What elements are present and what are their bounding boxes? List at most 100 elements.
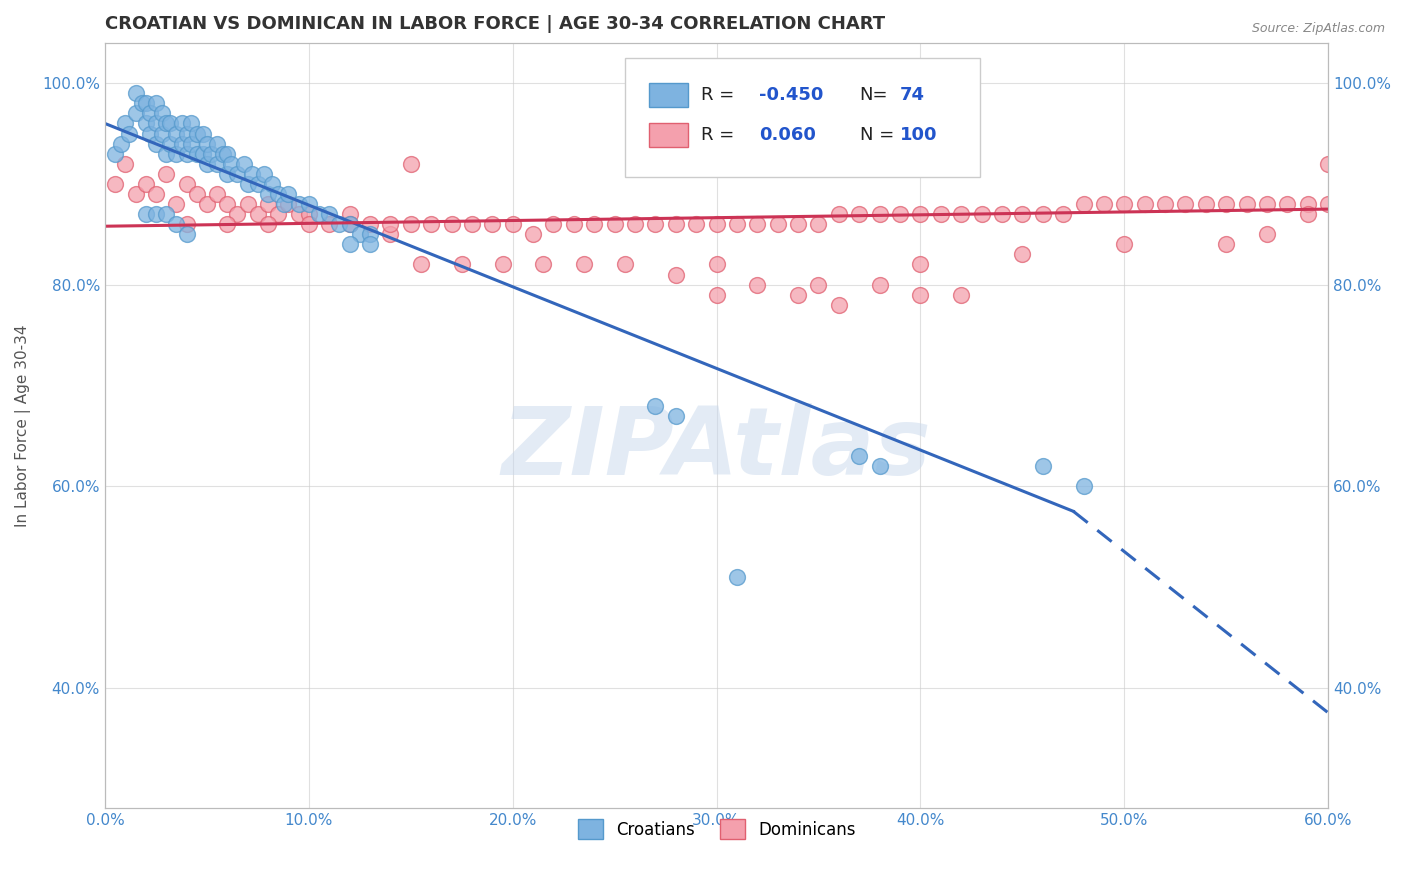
Legend: Croatians, Dominicans: Croatians, Dominicans [571,813,862,846]
Point [298,207,321,221]
Point [159,116,181,130]
Text: 74: 74 [900,86,925,104]
Point [706,287,728,301]
Point [380,227,402,242]
Point [665,409,688,423]
Point [155,167,177,181]
Point [869,207,891,221]
Point [1032,207,1054,221]
Point [139,106,162,120]
Point [1114,237,1136,252]
Point [253,167,276,181]
FancyBboxPatch shape [650,122,689,147]
Point [706,217,728,231]
Point [950,207,973,221]
Point [461,217,484,231]
Point [232,157,254,171]
Point [450,258,472,272]
Point [828,298,851,312]
Text: ZIPAtlas: ZIPAtlas [502,402,931,495]
Point [226,167,249,181]
Point [491,258,513,272]
Point [257,217,280,231]
Point [186,127,208,141]
Point [277,186,299,201]
Point [135,96,157,111]
Point [145,207,167,221]
Point [159,136,181,151]
Point [205,157,228,171]
Point [150,106,173,120]
Point [889,207,911,221]
Point [725,217,748,231]
Point [165,217,187,231]
Point [1215,237,1237,252]
Point [910,207,932,221]
Point [613,258,636,272]
Point [665,268,688,282]
Point [665,217,688,231]
Point [262,177,284,191]
Point [1317,197,1340,211]
Point [359,227,381,242]
Point [603,217,626,231]
Point [221,157,243,171]
Text: CROATIAN VS DOMINICAN IN LABOR FORCE | AGE 30-34 CORRELATION CHART: CROATIAN VS DOMINICAN IN LABOR FORCE | A… [105,15,886,33]
Point [1174,197,1197,211]
Point [572,258,595,272]
Point [226,207,249,221]
Point [172,116,194,130]
Point [246,207,269,221]
Point [1073,479,1095,493]
Point [217,217,239,231]
Text: 100: 100 [900,126,938,144]
Point [267,207,290,221]
Point [1256,227,1278,242]
Point [1092,197,1115,211]
Point [747,277,769,292]
Point [277,197,299,211]
Point [380,217,402,231]
Point [1256,197,1278,211]
Point [807,217,830,231]
Point [257,197,280,211]
Point [399,217,422,231]
Point [1317,157,1340,171]
Point [318,207,340,221]
Point [318,217,340,231]
Point [1215,197,1237,211]
Point [685,217,707,231]
Point [339,207,361,221]
Point [339,217,361,231]
Point [165,127,187,141]
Point [869,277,891,292]
Point [848,449,870,463]
Point [328,217,350,231]
Point [440,217,463,231]
Point [172,136,194,151]
Point [1133,197,1156,211]
Point [359,237,381,252]
Point [205,186,228,201]
Point [910,258,932,272]
Y-axis label: In Labor Force | Age 30-34: In Labor Force | Age 30-34 [15,325,31,527]
Point [205,136,228,151]
Point [339,237,361,252]
Point [787,217,810,231]
Point [186,186,208,201]
Point [155,116,177,130]
Point [339,217,361,231]
Point [246,177,269,191]
Point [195,197,218,211]
Point [110,136,132,151]
Point [257,186,280,201]
Point [124,106,146,120]
Text: R =: R = [700,126,740,144]
Point [287,207,309,221]
Point [308,207,330,221]
Point [409,258,432,272]
Point [531,258,554,272]
Point [114,157,136,171]
Point [1073,197,1095,211]
Point [502,217,524,231]
